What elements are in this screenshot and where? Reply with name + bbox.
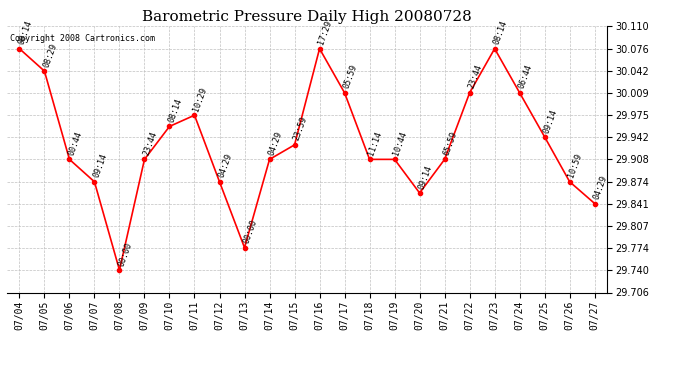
- Text: 09:14: 09:14: [92, 152, 108, 179]
- Text: 05:59: 05:59: [342, 63, 359, 90]
- Text: 04:29: 04:29: [266, 130, 284, 157]
- Text: 17:29: 17:29: [317, 19, 334, 46]
- Title: Barometric Pressure Daily High 20080728: Barometric Pressure Daily High 20080728: [142, 10, 472, 24]
- Text: 06:44: 06:44: [517, 63, 534, 90]
- Text: 10:59: 10:59: [566, 152, 584, 179]
- Text: 23:44: 23:44: [141, 130, 159, 157]
- Text: 08:14: 08:14: [492, 19, 509, 46]
- Text: 65:59: 65:59: [442, 130, 459, 157]
- Text: 00:44: 00:44: [66, 130, 83, 157]
- Text: 10:44: 10:44: [392, 130, 408, 157]
- Text: 04:29: 04:29: [217, 152, 234, 179]
- Text: 09:14: 09:14: [417, 164, 434, 190]
- Text: 23:44: 23:44: [466, 63, 484, 90]
- Text: 09:14: 09:14: [542, 108, 559, 134]
- Text: 08:14: 08:14: [166, 97, 184, 124]
- Text: 10:29: 10:29: [192, 86, 208, 112]
- Text: 08:14: 08:14: [17, 19, 34, 46]
- Text: 04:29: 04:29: [592, 174, 609, 201]
- Text: 08:29: 08:29: [41, 42, 59, 68]
- Text: 11:14: 11:14: [366, 130, 384, 157]
- Text: 00:00: 00:00: [117, 241, 134, 267]
- Text: 23:59: 23:59: [292, 116, 308, 142]
- Text: 00:00: 00:00: [241, 218, 259, 245]
- Text: Copyright 2008 Cartronics.com: Copyright 2008 Cartronics.com: [10, 34, 155, 43]
